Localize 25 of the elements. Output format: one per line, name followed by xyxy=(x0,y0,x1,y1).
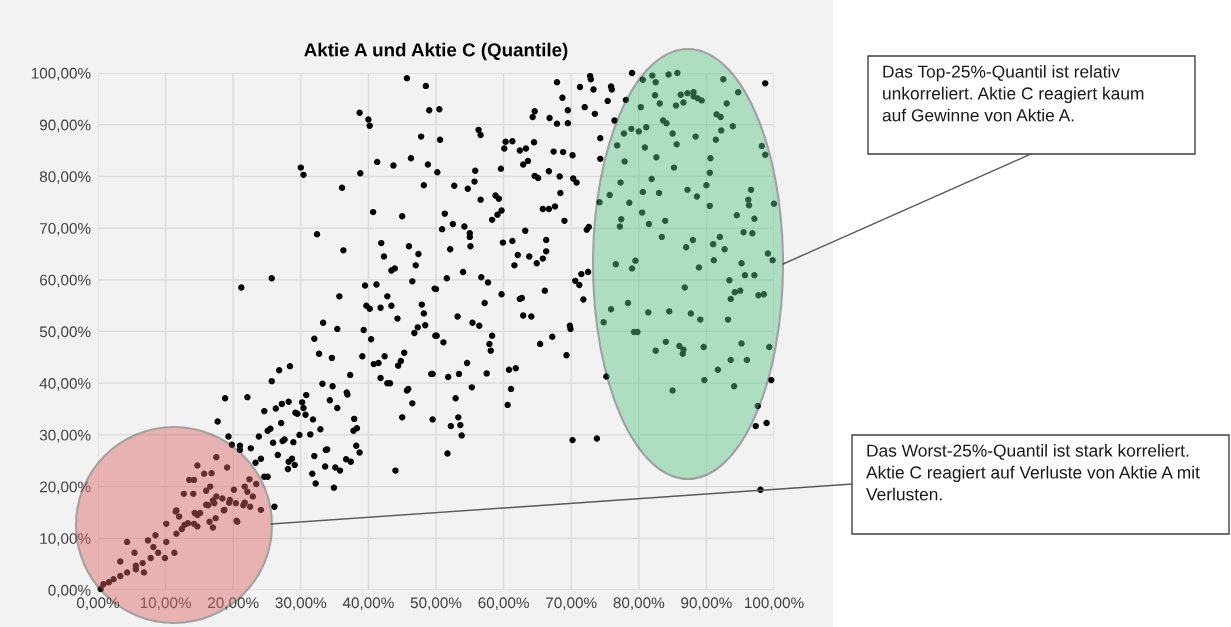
y-tick-label: 100,00% xyxy=(31,67,91,81)
y-tick-label: 90,00% xyxy=(39,119,91,133)
x-tick-label: 50,00% xyxy=(410,597,462,610)
x-tick-label: 90,00% xyxy=(681,597,732,610)
x-tick-label: 80,00% xyxy=(613,597,665,610)
y-tick-label: 30,00% xyxy=(39,429,91,443)
x-tick-label: 20,00% xyxy=(208,597,259,610)
y-tick-label: 60,00% xyxy=(40,274,91,288)
x-tick-label: 100,00% xyxy=(745,597,804,610)
text: Das Worst-25%-Quantil ist stark korreliert. Aktie C reagiert auf Verluste von Aktie A mit Verlusten. xyxy=(866,444,1200,501)
x-tick-label: 30,00% xyxy=(275,597,327,610)
text: Das Top-25%-Quantil ist relativ unkorreliert. Aktie C reagiert kaum auf Gewinne von Aktie A. xyxy=(882,65,1144,122)
x-tick-label: 10,00% xyxy=(140,597,191,610)
x-tick-label: 70,00% xyxy=(546,597,597,610)
y-tick-label: 40,00% xyxy=(39,378,91,391)
y-tick-label: 50,00% xyxy=(39,326,91,339)
y-tick-label: 0,00% xyxy=(48,584,91,598)
chart-title: Aktie A und Aktie C (Quantile) xyxy=(304,42,568,61)
y-tick-label: 10,00% xyxy=(40,533,91,546)
x-tick-label: 40,00% xyxy=(342,597,394,610)
x-tick-label: 60,00% xyxy=(478,597,529,610)
y-tick-label: 20,00% xyxy=(40,481,91,495)
y-tick-label: 70,00% xyxy=(40,222,91,236)
y-tick-label: 80,00% xyxy=(39,171,91,184)
x-tick-label: 0,00% xyxy=(76,597,120,610)
